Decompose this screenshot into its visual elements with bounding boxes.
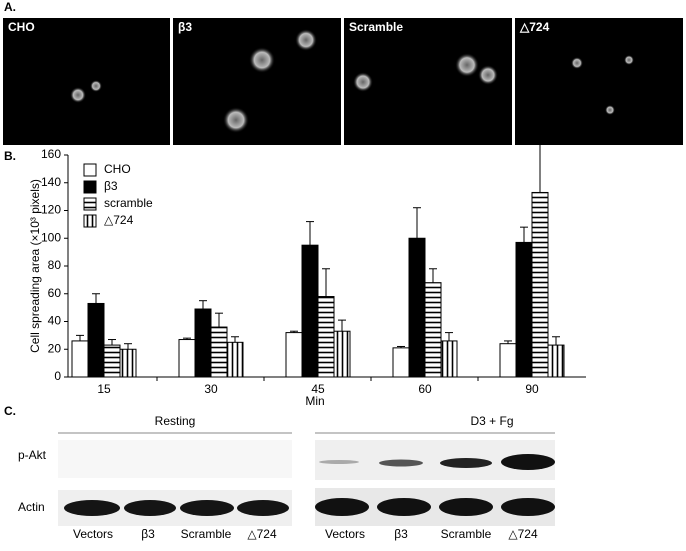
lane-label: Scramble [441,527,492,541]
group-label: D3 + Fg [470,414,513,428]
bar [515,241,533,378]
bar [301,244,319,378]
y-axis-label: Cell spreading area (×10³ pixels) [28,179,42,353]
x-tick-label: 45 [311,382,325,396]
bar-chart: B. Cell spreading area (×10³ pixels) Min… [4,142,586,408]
x-tick-label: 90 [525,382,539,396]
bar [210,326,228,378]
bar [333,330,351,378]
bar [194,308,212,378]
y-tick-label: 0 [54,369,61,383]
y-tick-label: 120 [41,203,61,217]
bar [285,332,303,378]
legend-swatch [83,197,97,211]
bar [424,282,442,378]
lane-label: Vectors [73,527,113,541]
bar [87,302,105,378]
y-tick-label: 140 [41,175,61,189]
y-tick-label: 100 [41,230,61,244]
bar [178,339,196,378]
lane-label: Vectors [325,527,365,541]
image-caption: CHO [8,20,35,34]
bar [119,348,137,378]
lane-label: β3 [141,527,155,541]
group-label: Resting [155,414,196,428]
image-caption: △724 [519,20,550,34]
legend-swatch [83,214,97,228]
legend-label: β3 [104,179,118,193]
y-tick-label: 80 [48,258,62,272]
y-tick-label: 60 [48,286,62,300]
lane-label: β3 [394,527,408,541]
lane-label: Scramble [181,527,232,541]
bar [317,296,335,378]
bar [71,340,89,378]
panel-label: A. [4,0,16,14]
bar [440,340,458,378]
bar [103,344,121,378]
bar [226,341,244,378]
x-tick-label: 60 [418,382,432,396]
bar [531,191,549,378]
image [515,18,683,145]
bar [392,347,410,378]
bar [547,344,565,378]
legend-swatch [83,163,97,177]
legend-swatch [83,180,97,194]
image [3,18,170,145]
x-tick-label: 30 [204,382,218,396]
y-tick-label: 40 [48,314,62,328]
legend-label: scramble [104,196,153,210]
row-label: p-Akt [18,448,47,462]
y-tick-label: 20 [48,341,62,355]
micrographs: CHO β3 Scramble △724 [3,18,683,145]
row-label: Actin [18,500,45,514]
bar [408,237,426,378]
image-caption: Scramble [349,20,403,34]
bar [499,343,517,378]
x-tick-label: 15 [97,382,111,396]
image-caption: β3 [178,20,192,34]
legend-label: △724 [104,213,134,227]
panel-label: B. [4,149,16,163]
lane-label: △724 [508,527,538,541]
x-axis-label: Min [305,394,324,408]
legend-label: CHO [104,162,131,176]
y-tick-label: 160 [41,147,61,161]
panel-label: C. [4,404,16,418]
western-blot: C. Resting D3 + Fg p-Akt Actin Vectors β… [4,404,555,541]
lane-label: △724 [247,527,277,541]
